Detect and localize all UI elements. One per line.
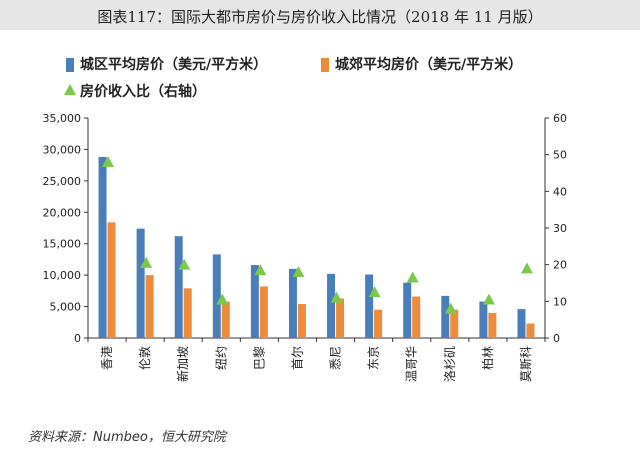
category-label: 伦敦 [137,346,152,370]
bar-suburban [107,222,116,338]
y-left-tick-label: 25,000 [43,175,82,188]
category-label: 首尔 [289,346,304,370]
bar-urban [441,295,450,338]
bar-urban [479,301,488,338]
y-left-tick-label: 10,000 [43,269,82,282]
bar-suburban [336,298,345,338]
y-left-tick-label: 20,000 [43,206,82,219]
y-left-tick-label: 15,000 [43,238,82,251]
chart: 城区平均房价（美元/平方米） 城郊平均房价（美元/平方米） 房价收入比（右轴） 0 5,… [43,56,568,382]
bar-suburban [297,304,306,338]
y-right-tick-label: 30 [553,222,567,235]
category-label: 新加坡 [175,346,190,382]
ratio-marker [102,156,115,167]
bar-suburban [526,323,535,338]
y-left-tick-label: 5,000 [50,301,82,314]
ratio-marker [292,266,305,277]
ratio-marker [368,286,381,298]
title-bar: 图表117：国际大都市房价与房价收入比情况（2018 年 11 月版） [0,0,640,30]
bar-urban [517,309,526,338]
bar-urban [250,265,259,338]
ratio-marker [330,291,343,303]
figure-title: 图表117：国际大都市房价与房价收入比情况（2018 年 11 月版） [97,8,543,26]
y-right-tick-label: 0 [553,332,560,345]
bar-suburban [145,275,154,338]
ratio-marker [140,256,153,268]
bar-urban [365,274,374,338]
bar-suburban [221,301,230,338]
y-right-tick-label: 20 [553,259,567,272]
bar-urban [174,236,183,338]
bar-urban [136,228,145,338]
y-right-tick-label: 60 [553,112,567,125]
category-label: 纽约 [213,346,228,370]
y-right-tick-label: 50 [553,149,567,162]
bar-urban [98,156,107,338]
legend-swatch-urban [66,58,74,72]
bar-urban [327,273,336,338]
bar-suburban [450,309,459,338]
bar-suburban [183,288,192,338]
category-label: 柏林 [480,346,495,370]
bar-suburban [412,296,421,338]
bar-urban [212,254,221,338]
ratio-marker [178,258,191,270]
legend-swatch-suburban [321,58,329,72]
ratio-marker [482,293,495,305]
category-label: 巴黎 [252,346,266,370]
category-label: 悉尼 [329,346,343,370]
y-right-tick-label: 40 [553,185,567,198]
source-note: 资料来源：Numbeo，恒大研究院 [28,430,226,445]
ratio-marker [254,264,267,276]
category-label: 洛杉矶 [442,346,457,382]
ratio-marker [520,262,533,274]
y-left-tick-label: 35,000 [43,112,82,125]
bar-suburban [259,286,268,338]
y-left-tick-label: 0 [74,332,81,345]
legend-label-ratio: 房价收入比（右轴） [80,83,206,100]
legend-label-suburban: 城郊平均房价（美元/平方米） [335,56,522,73]
category-label: 东京 [367,346,381,370]
legend-label-urban: 城区平均房价（美元/平方米） [80,56,267,73]
bar-suburban [374,309,383,338]
legend-marker-ratio [64,84,76,95]
ratio-marker [444,302,457,314]
bar-suburban [488,312,497,338]
category-label: 香港 [100,346,114,370]
bar-urban [403,282,412,338]
ratio-marker [216,293,229,305]
y-right-tick-label: 10 [553,295,567,308]
bar-urban [288,268,297,338]
ratio-marker [406,271,419,283]
category-label: 莫斯科 [519,346,533,382]
y-left-tick-label: 30,000 [43,143,82,156]
category-label: 温哥华 [405,346,419,382]
